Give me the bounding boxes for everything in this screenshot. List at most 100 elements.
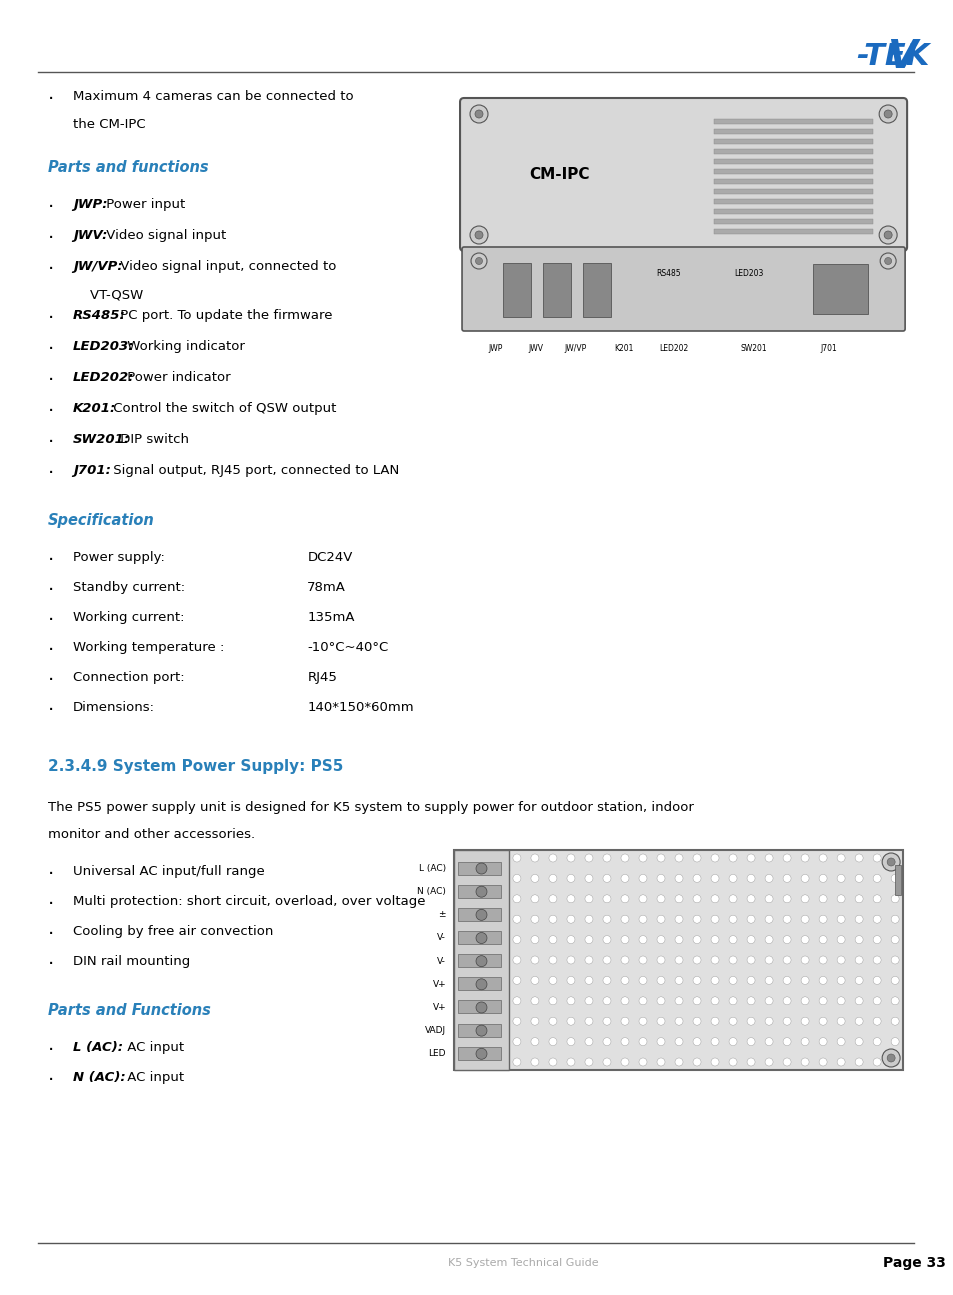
Text: L (AC):: L (AC): [72,1041,123,1054]
Text: SW201: SW201 [740,344,766,354]
Bar [713,208,872,214]
Text: VADJ: VADJ [424,1026,446,1035]
Circle shape [675,1037,682,1045]
Circle shape [602,1037,610,1045]
Circle shape [584,1058,593,1066]
Circle shape [692,1017,700,1026]
Circle shape [836,1017,844,1026]
Circle shape [566,895,575,903]
Text: RS485:: RS485: [72,310,126,322]
Text: ·: · [48,341,54,359]
Text: Multi protection: short circuit, overload, over voltage: Multi protection: short circuit, overloa… [72,895,425,908]
Text: Signal output, RJ45 port, connected to LAN: Signal output, RJ45 port, connected to L… [109,464,398,477]
Text: ·: · [48,671,54,690]
Text: AC input: AC input [123,1071,184,1084]
Circle shape [728,997,737,1005]
Bar [457,884,500,897]
Circle shape [710,935,719,944]
Circle shape [764,853,772,862]
Circle shape [692,956,700,963]
Circle shape [639,935,646,944]
Text: K201: K201 [614,344,633,354]
Circle shape [476,1002,486,1013]
Text: LED202: LED202 [659,344,687,354]
Circle shape [531,853,538,862]
Text: ·: · [48,260,54,278]
Text: Power indicator: Power indicator [123,370,231,385]
Text: VT-QSW: VT-QSW [72,287,143,300]
Circle shape [890,976,898,984]
Bar [457,931,500,944]
Circle shape [764,956,772,963]
Text: monitor and other accessories.: monitor and other accessories. [48,828,254,840]
Circle shape [476,1048,486,1059]
Circle shape [675,935,682,944]
Text: LED203: LED203 [733,269,762,278]
Circle shape [531,1058,538,1066]
Circle shape [890,935,898,944]
Text: Power supply:: Power supply: [72,550,165,565]
Circle shape [854,874,862,882]
Circle shape [639,853,646,862]
Text: JWV: JWV [528,344,543,354]
Circle shape [854,916,862,923]
Text: ·: · [48,925,54,944]
Text: JW/VP:: JW/VP: [72,260,122,273]
Text: ±: ± [438,910,446,919]
Circle shape [782,976,790,984]
Circle shape [476,862,486,874]
Text: LED202:: LED202: [72,370,134,385]
Circle shape [639,1037,646,1045]
Circle shape [890,853,898,862]
FancyBboxPatch shape [459,98,906,251]
Circle shape [710,997,719,1005]
Circle shape [836,956,844,963]
Circle shape [890,916,898,923]
Circle shape [890,997,898,1005]
Text: N (AC):: N (AC): [72,1071,126,1084]
Circle shape [890,1037,898,1045]
Circle shape [882,1049,900,1067]
Circle shape [639,916,646,923]
Circle shape [548,976,557,984]
Circle shape [819,976,826,984]
Circle shape [692,1037,700,1045]
Circle shape [548,1058,557,1066]
Circle shape [476,1026,486,1036]
Circle shape [675,916,682,923]
Circle shape [584,895,593,903]
Circle shape [728,874,737,882]
Bar [713,170,872,174]
Circle shape [801,935,808,944]
Circle shape [710,853,719,862]
Circle shape [657,1017,664,1026]
Circle shape [584,976,593,984]
Circle shape [782,935,790,944]
Circle shape [728,916,737,923]
Circle shape [819,1058,826,1066]
Circle shape [692,853,700,862]
Bar [457,1046,500,1059]
Circle shape [531,1017,538,1026]
Circle shape [548,956,557,963]
Circle shape [620,1058,628,1066]
Text: Specification: Specification [48,513,154,528]
Text: LED203:: LED203: [72,341,134,354]
Circle shape [801,895,808,903]
Circle shape [801,1017,808,1026]
Circle shape [513,1058,520,1066]
Circle shape [710,956,719,963]
Circle shape [476,979,486,989]
Circle shape [764,1058,772,1066]
Circle shape [710,1058,719,1066]
Circle shape [801,956,808,963]
Text: PC port. To update the firmware: PC port. To update the firmware [116,310,332,322]
Circle shape [872,916,881,923]
Circle shape [886,1054,894,1062]
Circle shape [782,1037,790,1045]
Circle shape [476,956,486,966]
Circle shape [602,895,610,903]
Circle shape [728,853,737,862]
Circle shape [471,253,486,269]
Circle shape [566,956,575,963]
